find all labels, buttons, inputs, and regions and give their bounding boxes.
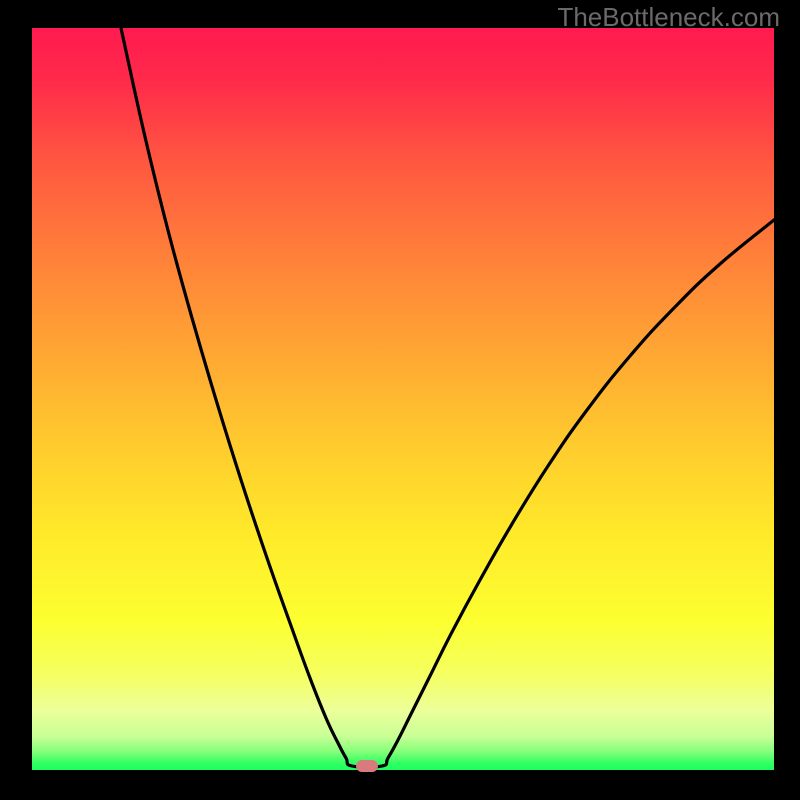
attribution-text: TheBottleneck.com xyxy=(557,2,780,33)
optimum-marker xyxy=(356,760,378,772)
plot-area xyxy=(32,28,774,770)
chart-container: TheBottleneck.com xyxy=(0,0,800,800)
attribution-label: TheBottleneck.com xyxy=(557,2,780,32)
